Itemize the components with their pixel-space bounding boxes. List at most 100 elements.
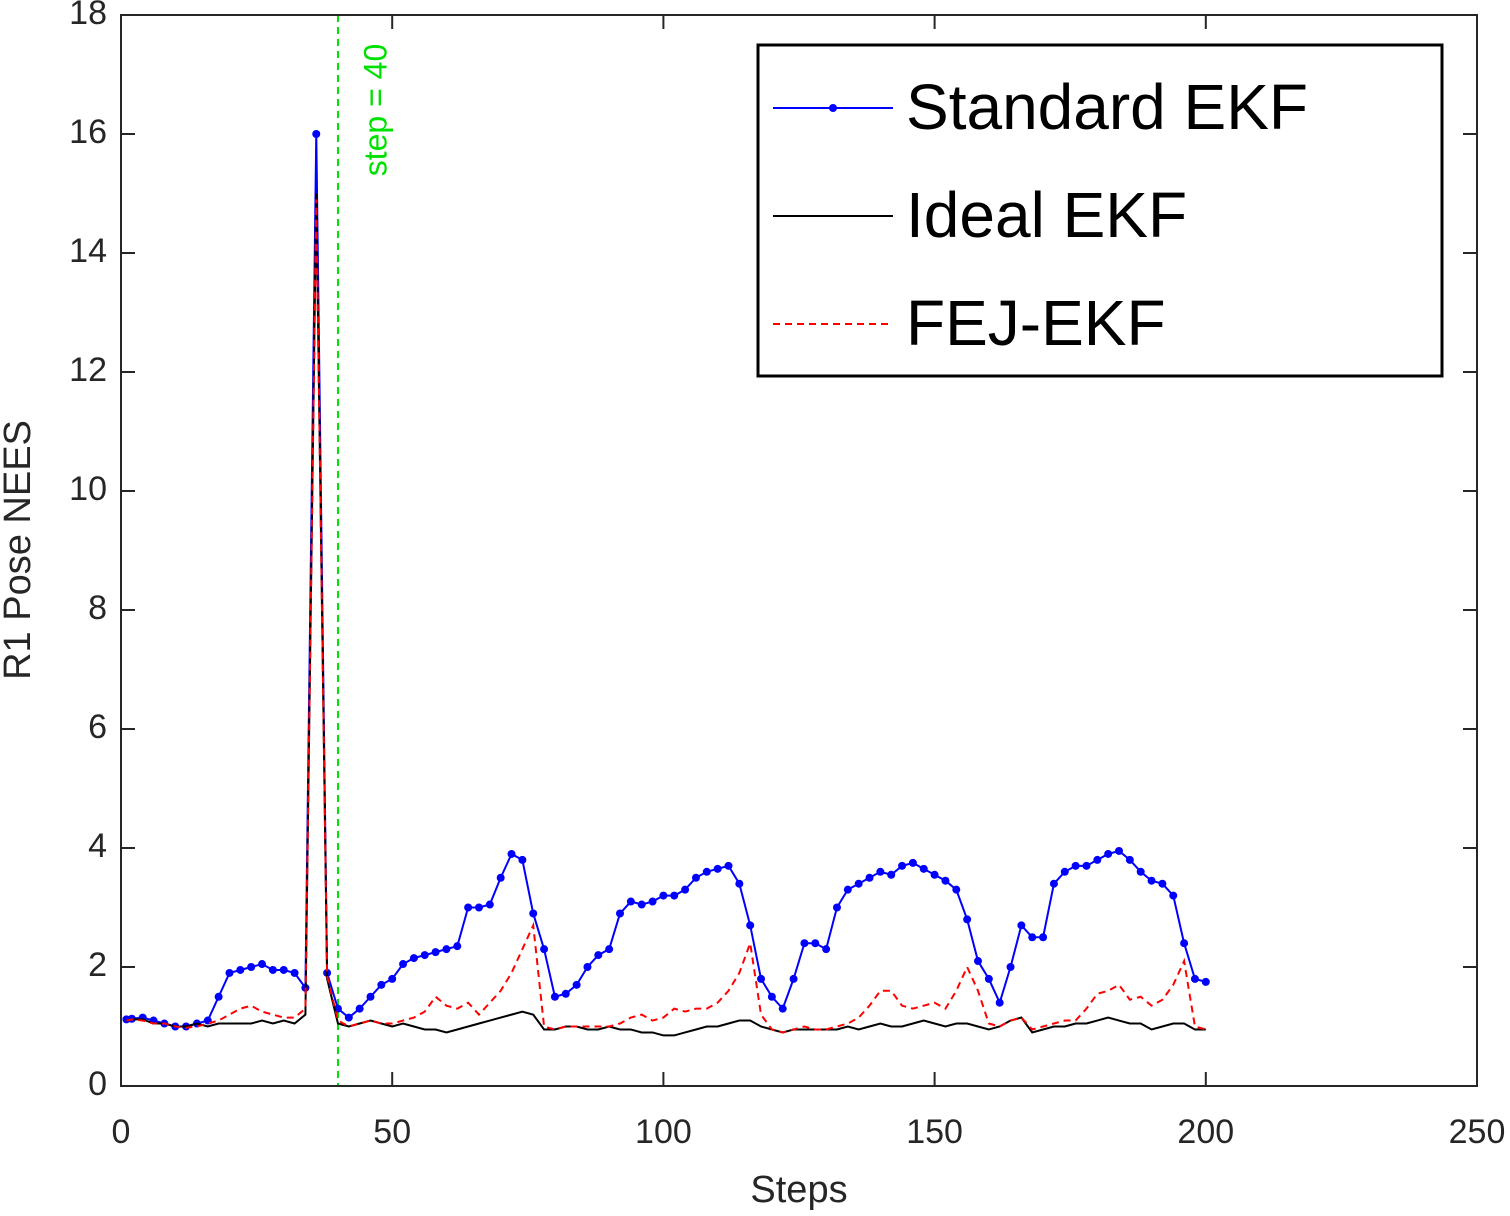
point xyxy=(1158,879,1167,888)
point xyxy=(268,965,277,974)
point xyxy=(887,870,896,879)
point xyxy=(333,1004,342,1013)
y-tick-label: 4 xyxy=(88,827,107,865)
y-tick-label: 18 xyxy=(69,0,107,32)
point xyxy=(626,897,635,906)
x-tick-label: 200 xyxy=(1177,1113,1234,1151)
point xyxy=(420,951,429,960)
x-tick-label: 250 xyxy=(1449,1113,1506,1151)
x-tick-label: 150 xyxy=(906,1113,963,1151)
y-tick-label: 8 xyxy=(88,589,107,627)
point xyxy=(409,954,418,963)
point xyxy=(648,897,657,906)
point xyxy=(1028,933,1037,942)
point xyxy=(236,965,245,974)
point xyxy=(724,861,733,870)
point xyxy=(496,873,505,882)
point xyxy=(464,903,473,912)
point xyxy=(290,968,299,977)
point xyxy=(1125,855,1134,864)
series-line xyxy=(126,199,1207,1034)
point xyxy=(550,992,559,1001)
x-axis-label: Steps xyxy=(750,1169,847,1211)
point xyxy=(865,873,874,882)
point xyxy=(746,921,755,930)
point xyxy=(767,992,776,1001)
point xyxy=(355,1004,364,1013)
reference-label: step = 40 xyxy=(357,44,393,177)
point xyxy=(735,879,744,888)
point xyxy=(1136,867,1145,876)
point xyxy=(366,992,375,1001)
point xyxy=(1169,891,1178,900)
point xyxy=(388,974,397,983)
point xyxy=(312,130,321,138)
point xyxy=(605,945,614,954)
point xyxy=(594,951,603,960)
point xyxy=(1071,861,1080,870)
point xyxy=(540,945,549,954)
point xyxy=(453,942,462,951)
point xyxy=(843,885,852,894)
point xyxy=(442,945,451,954)
y-tick-label: 0 xyxy=(88,1065,107,1103)
x-tick-label: 50 xyxy=(373,1113,411,1151)
point xyxy=(778,1004,787,1013)
point xyxy=(822,945,831,954)
point xyxy=(518,855,527,864)
point xyxy=(800,939,809,948)
point xyxy=(214,992,223,1001)
point xyxy=(963,915,972,924)
point xyxy=(681,885,690,894)
point xyxy=(1104,849,1113,858)
point xyxy=(757,974,766,983)
point xyxy=(854,879,863,888)
point xyxy=(1115,846,1124,855)
point xyxy=(811,939,820,948)
point xyxy=(529,909,538,918)
point xyxy=(941,876,950,885)
y-axis-label: R1 Pose NEES xyxy=(0,420,39,680)
point xyxy=(713,864,722,873)
point xyxy=(1082,861,1091,870)
point xyxy=(789,974,798,983)
y-tick-label: 12 xyxy=(69,351,107,389)
point xyxy=(279,965,288,974)
point xyxy=(377,980,386,989)
point xyxy=(1060,867,1069,876)
point xyxy=(485,900,494,909)
point xyxy=(670,891,679,900)
point xyxy=(973,957,982,966)
point xyxy=(258,960,267,969)
point xyxy=(637,900,646,909)
point xyxy=(431,948,440,957)
point xyxy=(507,849,516,858)
point xyxy=(344,1013,353,1022)
y-tick-label: 10 xyxy=(69,470,107,508)
point xyxy=(583,963,592,971)
point xyxy=(572,980,581,989)
point xyxy=(876,867,885,876)
legend-box xyxy=(756,43,1444,378)
point xyxy=(908,858,917,867)
legend-label: FEJ-EKF xyxy=(906,287,1166,359)
x-tick-label: 0 xyxy=(112,1113,131,1151)
point xyxy=(898,861,907,870)
point xyxy=(225,968,234,977)
point xyxy=(247,963,256,971)
point xyxy=(1006,963,1015,971)
point xyxy=(561,989,570,998)
point xyxy=(1180,939,1189,948)
legend-label: Standard EKF xyxy=(906,71,1308,143)
point xyxy=(832,903,841,912)
point xyxy=(1039,933,1048,942)
point xyxy=(399,960,408,969)
point xyxy=(1147,876,1156,885)
point xyxy=(1201,977,1210,986)
point xyxy=(1049,879,1058,888)
y-tick-label: 6 xyxy=(88,708,107,746)
plot-frame xyxy=(120,14,1478,1087)
point xyxy=(616,909,625,918)
point xyxy=(1017,921,1026,930)
